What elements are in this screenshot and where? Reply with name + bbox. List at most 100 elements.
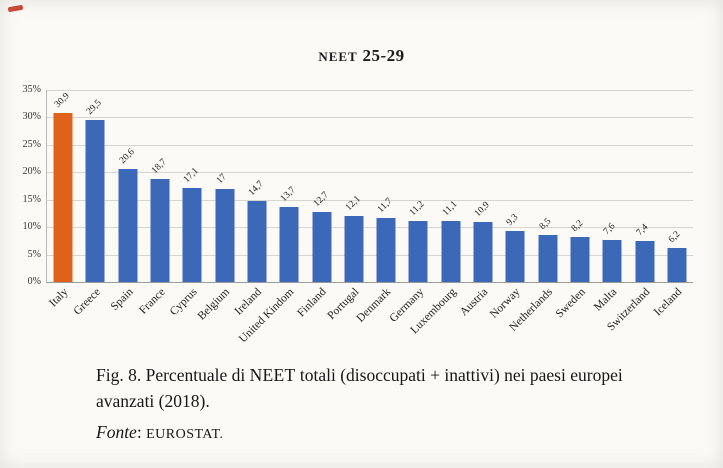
bar-norway [505,230,525,282]
x-label-slot: Netherlands [507,283,563,369]
gridline [47,254,693,256]
bar-luxembourg [441,221,461,282]
x-label-slot: Switzerland [605,283,659,369]
y-axis-tick-label: 25% [22,138,41,150]
bar-slot: 30,9 [47,90,79,282]
bar-value-label: 7,6 [602,221,618,238]
bar-value-label: 17,1 [182,166,202,186]
chart-title-neet: NEET [318,49,358,64]
bar-slot: 10,9 [467,90,499,282]
plot-area: 0% 5% 10% 15% 20% 25% 30% 35% 30,9 29,5 20,6 18,7 17… [23,84,693,287]
caption-neet: NEET [249,365,296,385]
bar-austria [473,222,493,282]
fonte-sep: : [136,421,147,442]
bar-france [150,179,170,282]
bar-value-label: 12,7 [311,190,331,210]
bar-slot: 17 [209,90,241,282]
bar-slot: 18,7 [144,90,176,282]
caption-source: Fonte: EUROSTAT. [96,419,662,445]
bar-finland [312,212,332,282]
x-label-slot: Sweden [553,283,595,369]
bar-ireland [247,201,267,282]
x-label-slot: France [137,283,175,369]
y-axis-tick-label: 15% [22,193,41,205]
gridline [47,117,693,119]
x-axis-label: Malta [592,286,620,314]
bar-spain [118,169,138,282]
x-label-slot: Portugal [325,283,369,369]
bar-slot: 14,7 [241,90,273,282]
bar-slot: 12,7 [305,90,337,282]
bar-switzerland [635,241,655,282]
caption-text: Fig. 8. Percentuale di NEET totali (diso… [96,362,662,415]
y-axis-tick-label: 0% [27,276,41,287]
bar-value-label: 29,5 [85,98,105,118]
bar-value-label: 8,2 [569,218,586,235]
bar-value-label: 30,9 [53,90,72,110]
x-axis-labels: Italy Greece Spain France Cyprus Belgium Irela… [46,283,692,369]
chart-title-range: 25-29 [357,46,405,65]
x-label-slot: Denmark [355,283,401,369]
x-label-slot: Belgium [196,283,240,369]
x-label-slot: Italy [46,283,78,369]
bar-slot: 17,1 [176,90,208,282]
bar-slot: 11,7 [370,90,402,282]
bar-value-label: 6,2 [666,229,683,245]
bar-value-label: 8,5 [537,216,554,233]
x-label-slot: Luxembourg [408,283,466,369]
bar-portugal [344,215,364,282]
gridline [47,172,693,174]
bar-value-label: 11,1 [440,199,460,219]
bar-value-label: 17 [214,171,229,186]
bar-slot: 13,7 [273,90,305,282]
caption-rest: totali (disoccupati + inattivi) nei paes… [96,365,623,412]
bar-slot: 8,2 [564,90,596,282]
chart-title: NEET 25-29 [0,46,723,66]
y-axis-tick-label: 20% [22,166,41,178]
caption-prefix: Fig. 8. Percentuale di [96,365,250,385]
bar-greece [85,120,105,282]
bar-value-label: 12,1 [343,193,363,213]
bar-iceland [667,248,687,282]
bar-slot: 29,5 [79,90,111,282]
bar-value-label: 11,2 [408,198,427,218]
bar-value-label: 20,6 [117,147,137,166]
y-axis-tick-label: 30% [22,111,41,123]
x-label-slot: Greece [71,283,110,369]
gridline [47,227,693,229]
bar-value-label: 14,7 [246,179,266,199]
bar-value-label: 13,7 [279,185,298,204]
x-axis-label: Spain [108,286,136,314]
bar-germany [408,220,428,282]
y-axis-tick-label: 5% [27,248,41,260]
bar-netherlands [538,235,558,282]
bar-slot: 20,6 [112,90,144,282]
bar-united-kindom [279,206,299,282]
red-pen-mark [7,4,24,13]
y-axis-tick-label: 10% [22,221,41,233]
bar-slot: 8,5 [532,90,564,282]
gridline [47,90,693,91]
x-label-slot: Iceland [652,283,692,369]
figure-caption: Fig. 8. Percentuale di NEET totali (diso… [96,362,662,445]
gridline [47,144,693,146]
bar-chart: 0% 5% 10% 15% 20% 25% 30% 35% 30,9 29,5 20,6 18,7 17… [23,84,693,369]
bar-value-label: 9,3 [505,212,521,228]
fonte-label: Fonte [96,421,137,442]
x-label-slot: Austria [458,283,498,369]
bar-slot: 12,1 [338,90,370,282]
bar-slot: 7,4 [628,90,660,282]
bar-slot: 11,1 [435,90,467,282]
bar-value-label: 10,9 [472,200,492,220]
bar-slot: 7,6 [596,90,628,282]
bar-value-label: 7,4 [634,222,650,239]
fonte-value: EUROSTAT. [146,426,224,442]
bar-value-label: 11,7 [376,196,395,215]
x-label-slot: Cyprus [168,283,207,369]
bar-slot: 6,2 [661,90,693,282]
bar-slot: 11,2 [402,90,434,282]
x-label-slot: United Kindom [237,283,304,369]
gridline [47,199,693,201]
x-label-slot: Spain [108,283,143,369]
bar-belgium [215,188,235,282]
